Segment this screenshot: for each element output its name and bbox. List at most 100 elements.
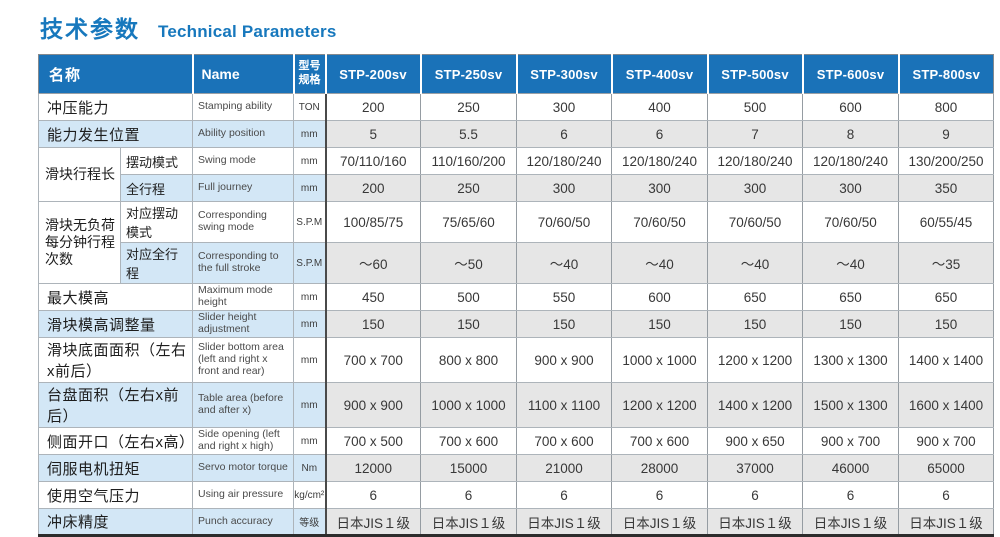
row-name-en: Corresponding swing mode (192, 201, 295, 243)
value-cell: 700 x 700 (325, 337, 422, 383)
value-cell: 60/55/45 (898, 201, 995, 243)
row-unit: mm (293, 147, 327, 175)
col-header-model: STP-600sv (802, 54, 900, 94)
row-group-label: 滑块无负荷每分钟行程次数 (38, 201, 121, 284)
value-cell: 110/160/200 (420, 147, 518, 175)
row-unit: mm (293, 283, 327, 311)
row-sub-label: 全行程 (119, 174, 194, 202)
row-unit: S.P.M (293, 242, 327, 284)
value-cell: 37000 (707, 454, 804, 482)
header-row: 名称 Name 型号 规格 STP-200sv STP-250sv STP-300sv STP… (38, 54, 995, 94)
value-cell: 200 (325, 174, 422, 202)
value-cell: 120/180/240 (802, 147, 900, 175)
value-cell: ～60 (325, 242, 422, 284)
value-cell: 1000 x 1000 (611, 337, 709, 383)
value-cell: 200 (325, 93, 422, 121)
row-unit: 等级 (293, 508, 327, 536)
table-row: 伺服电机扭矩 Servo motor torque Nm 12000 15000 2100… (37, 454, 995, 482)
value-cell: 1200 x 1200 (707, 337, 804, 383)
value-cell: 70/60/50 (516, 201, 613, 243)
table-row: 能力发生位置 Ability position mm 5 5.5 6 6 7 8 9 (37, 120, 995, 148)
row-name-en: Using air pressure (192, 481, 295, 509)
value-cell: 1300 x 1300 (802, 337, 900, 383)
row-name-en: Slider height adjustment (192, 310, 295, 338)
row-name-cn: 台盘面积（左右x前后） (37, 382, 194, 428)
value-cell: 500 (420, 283, 518, 311)
table-row: 冲床精度 Punch accuracy 等级 日本JIS１级 日本JIS１级 日本JIS１… (37, 508, 995, 536)
value-cell: 120/180/240 (707, 147, 804, 175)
col-header-model: STP-400sv (611, 54, 709, 94)
value-cell: 65000 (898, 454, 995, 482)
value-cell: ～40 (707, 242, 804, 284)
value-cell: 21000 (516, 454, 613, 482)
value-cell: 1600 x 1400 (898, 382, 995, 428)
table-row: 滑块底面面积（左右x前后） Slider bottom area (left an… (37, 337, 995, 383)
value-cell: 日本JIS１级 (611, 508, 709, 536)
value-cell: 1100 x 1100 (516, 382, 613, 428)
row-unit: mm (293, 427, 327, 455)
value-cell: 700 x 600 (420, 427, 518, 455)
value-cell: 6 (707, 481, 804, 509)
row-group-label: 滑块行程长 (38, 147, 121, 202)
value-cell: 550 (516, 283, 613, 311)
row-name-en: Punch accuracy (192, 508, 295, 536)
value-cell: 900 x 900 (325, 382, 422, 428)
value-cell: 800 (898, 93, 995, 121)
col-header-model: STP-200sv (325, 54, 422, 94)
value-cell: 6 (420, 481, 518, 509)
table-row: 台盘面积（左右x前后） Table area (before and after … (37, 382, 995, 428)
row-unit: mm (293, 310, 327, 338)
row-unit: mm (293, 174, 327, 202)
value-cell: 700 x 600 (516, 427, 613, 455)
row-name-en: Table area (before and after x) (192, 382, 295, 428)
value-cell: ～40 (802, 242, 900, 284)
value-cell: 900 x 900 (516, 337, 613, 383)
value-cell: 900 x 700 (802, 427, 900, 455)
col-header-name-en: Name (192, 54, 295, 94)
value-cell: 5.5 (420, 120, 518, 148)
value-cell: 120/180/240 (611, 147, 709, 175)
value-cell: 12000 (325, 454, 422, 482)
value-cell: 日本JIS１级 (898, 508, 995, 536)
value-cell: 75/65/60 (420, 201, 518, 243)
value-cell: 150 (802, 310, 900, 338)
model-spec-line1: 型号 (298, 60, 321, 73)
row-sub-label: 摆动模式 (119, 147, 194, 175)
technical-parameters-table: 名称 Name 型号 规格 STP-200sv STP-250sv STP-300sv STP… (37, 54, 995, 537)
value-cell: 300 (516, 174, 613, 202)
value-cell: 500 (707, 93, 804, 121)
value-cell: 6 (325, 481, 422, 509)
row-unit: S.P.M (293, 201, 327, 243)
value-cell: 150 (898, 310, 995, 338)
row-name-cn: 冲压能力 (37, 93, 194, 121)
value-cell: 150 (516, 310, 613, 338)
table-row: 滑块无负荷每分钟行程次数 对应摆动模式 Corresponding swing mo… (38, 201, 995, 284)
table-row: 滑块模高调整量 Slider height adjustment mm 150 150 1… (37, 310, 995, 338)
value-cell: 日本JIS１级 (707, 508, 804, 536)
value-cell: 600 (802, 93, 900, 121)
value-cell: 130/200/250 (898, 147, 995, 175)
row-name-cn: 伺服电机扭矩 (37, 454, 194, 482)
col-header-model: STP-500sv (707, 54, 804, 94)
row-name-en: Slider bottom area (left and right x fro… (192, 337, 295, 383)
value-cell: 650 (707, 283, 804, 311)
value-cell: 700 x 500 (325, 427, 422, 455)
value-cell: 6 (516, 481, 613, 509)
col-header-model: STP-250sv (420, 54, 518, 94)
table-row: 使用空气压力 Using air pressure kg/cm² 6 6 6 6 6 6 6 (37, 481, 995, 509)
row-name-en: Corresponding to the full stroke (192, 242, 295, 284)
row-unit: Nm (293, 454, 327, 482)
value-cell: 100/85/75 (325, 201, 422, 243)
value-cell: ～50 (420, 242, 518, 284)
value-cell: 150 (611, 310, 709, 338)
table-row: 全行程 Full journey mm 200 250 300 300 300 300 350 (39, 174, 995, 202)
value-cell: 150 (707, 310, 804, 338)
row-unit: mm (293, 120, 327, 148)
value-cell: 日本JIS１级 (325, 508, 422, 536)
row-name-en: Servo motor torque (192, 454, 295, 482)
value-cell: 1400 x 1400 (898, 337, 995, 383)
table-row: 侧面开口（左右x高） Side opening (left and right x… (37, 427, 995, 455)
row-unit: kg/cm² (293, 481, 327, 509)
value-cell: 日本JIS１级 (802, 508, 900, 536)
value-cell: 日本JIS１级 (516, 508, 613, 536)
